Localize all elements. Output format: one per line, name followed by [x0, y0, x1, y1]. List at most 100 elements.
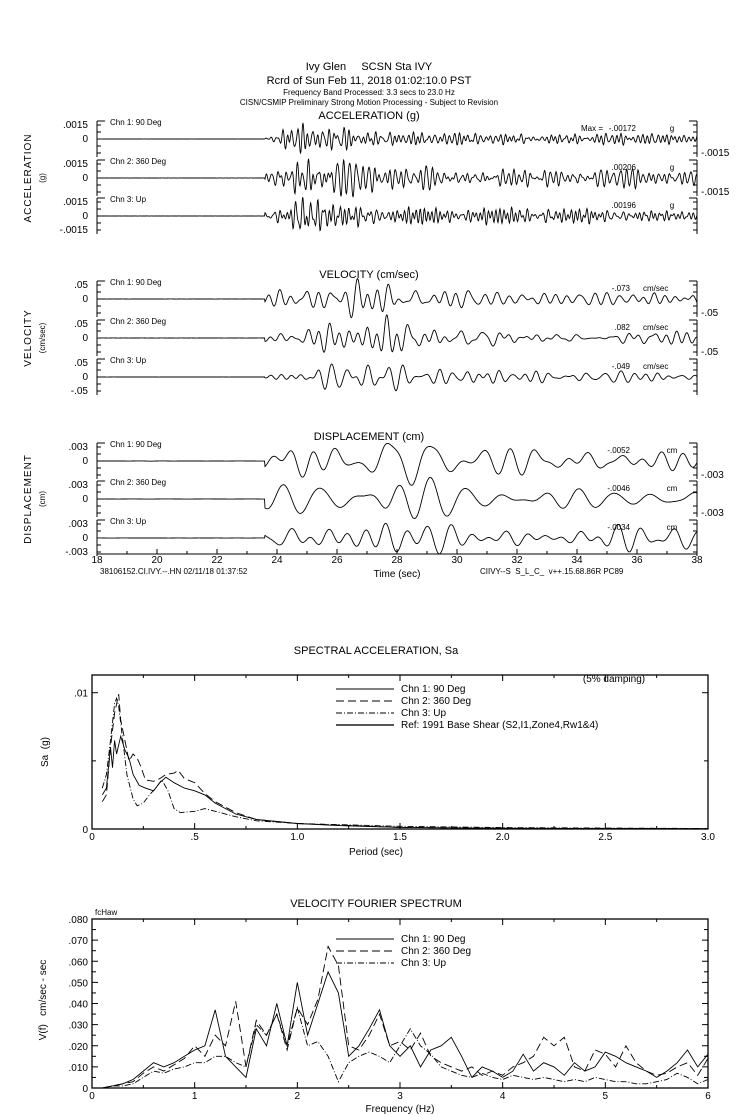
x-tick-label: 5 [603, 1091, 609, 1102]
waveform-line [97, 477, 698, 520]
panel-y-unit: (cm/sec) [38, 322, 47, 353]
time-tick-label: 18 [91, 555, 103, 566]
y-tick-label: .003 [69, 480, 89, 491]
sa-x-label: Period (sec) [349, 847, 403, 858]
panel-acceleration: ACCELERATION (g) ACCELERATION (g) .0015 0 -.0… [23, 110, 730, 236]
y-tick-label: 0 [82, 533, 88, 544]
time-tick-label: 24 [271, 555, 283, 566]
max-unit: cm/sec [643, 323, 668, 332]
sa-y-label: Sa (g) [40, 737, 51, 767]
spectral-acceleration-chart: SPECTRAL ACCELERATION, Sa (5% damping) P… [40, 645, 715, 858]
panel-y-label: DISPLACEMENT [23, 454, 34, 544]
y-tick-label: -.003 [701, 508, 724, 519]
x-tick-label: 0 [89, 832, 95, 843]
channel-trace: .05 0 -.05 Chn 3: Up -.049 cm/sec [71, 356, 698, 397]
time-tick-label: 28 [391, 555, 403, 566]
y-tick-label: -.0015 [701, 148, 730, 159]
max-value: -.073 [612, 284, 631, 293]
waveform-line [97, 363, 698, 392]
y-tick-label: .05 [74, 358, 88, 369]
y-tick-label: -.05 [701, 308, 719, 319]
max-unit: g [670, 163, 674, 172]
series-line-3 [101, 696, 709, 829]
legend-label: Chn 1: 90 Deg [401, 934, 466, 945]
fs-corner-label: fcHaw [95, 908, 117, 917]
y-tick-label: -.05 [701, 347, 719, 358]
series-line-2 [92, 945, 709, 1089]
channel-trace: .0015 0 -.0015 Chn 2: 360 Deg .00206 g [63, 157, 730, 198]
waveform-line [97, 277, 698, 319]
panel-displacement: DISPLACEMENT (cm) DISPLACEMENT (cm) .003 0 -.… [23, 431, 724, 558]
y-tick-label: .05 [74, 280, 88, 291]
waveform-line [97, 443, 698, 486]
y-tick-label: 0 [82, 173, 88, 184]
y-tick-label: 0 [82, 134, 88, 145]
y-tick-label: -.003 [65, 547, 88, 558]
y-tick-label: .0015 [63, 120, 88, 131]
y-tick-label: 0 [82, 456, 88, 467]
series-line-3 [92, 1005, 709, 1089]
waveform-line [96, 122, 698, 154]
y-tick-label: 0 [82, 372, 88, 383]
y-tick-label: 0 [82, 294, 88, 305]
x-tick-label: 1.5 [393, 832, 407, 843]
max-unit: g [670, 201, 674, 210]
legend-label: Ref: 1991 Base Shear (S2,I1,Zone4,Rw1&4) [401, 720, 598, 731]
time-tick-label: 26 [331, 555, 343, 566]
channel-label: Chn 3: Up [110, 195, 147, 204]
max-unit: cm/sec [643, 284, 668, 293]
plot-frame [91, 918, 709, 1089]
y-tick-label: -.0015 [701, 187, 730, 198]
legend-label: Chn 2: 360 Deg [401, 696, 471, 707]
time-axis: Time (sec) 38106152.CI.IVY.--.HN 02/11/1… [100, 567, 624, 580]
y-tick-label: .003 [69, 442, 89, 453]
y-tick-label: 0 [82, 1084, 88, 1095]
waveform-line [97, 314, 698, 353]
report-header: Ivy Glen SCSN Sta IVY Rcrd of Sun Feb 11… [240, 61, 498, 107]
x-tick-label: 2.5 [598, 832, 612, 843]
x-tick-label: 3.0 [701, 832, 715, 843]
x-tick-label: 3 [397, 1091, 403, 1102]
panel-y-label: VELOCITY [23, 309, 34, 366]
max-value: .00196 [612, 201, 637, 210]
channel-label: Chn 3: Up [110, 356, 147, 365]
max-value: -.0052 [607, 446, 630, 455]
waveform-line [97, 197, 698, 232]
y-tick-label: 0 [82, 494, 88, 505]
max-prefix: Max = [581, 124, 603, 133]
y-tick-label: .060 [69, 957, 89, 968]
max-value: -.0046 [607, 484, 630, 493]
max-unit: cm [667, 484, 678, 493]
y-tick-label: .003 [69, 519, 89, 530]
channel-label: Chn 1: 90 Deg [110, 440, 162, 449]
record-date: Rcrd of Sun Feb 11, 2018 01:02:10.0 PST [267, 75, 472, 87]
fourier-spectrum-chart: VELOCITY FOURIER SPECTRUM fcHaw Frequenc… [38, 898, 711, 1115]
y-tick-label: -.05 [71, 386, 89, 397]
channel-trace: .003 0 -.003 Chn 2: 360 Deg -.0046 cm [69, 477, 724, 520]
legend-label: Chn 1: 90 Deg [401, 684, 466, 695]
frequency-band: Frequency Band Processed: 3.3 secs to 23… [283, 88, 455, 97]
channel-label: Chn 2: 360 Deg [110, 478, 166, 487]
legend-label: Chn 3: Up [401, 958, 446, 969]
panel-title: ACCELERATION (g) [318, 110, 419, 122]
series-line-2 [101, 694, 709, 830]
processing-id: CIIVY--S S_L_C_ v++.15.68.86R PC89 [480, 567, 624, 576]
y-tick-label: .0015 [63, 159, 88, 170]
panel-title: VELOCITY (cm/sec) [319, 269, 418, 281]
x-tick-label: 0 [89, 1091, 95, 1102]
panel-y-unit: (g) [38, 173, 47, 183]
y-tick-label: .050 [69, 978, 89, 989]
panel-title: DISPLACEMENT (cm) [314, 431, 424, 443]
time-tick-label: 36 [631, 555, 643, 566]
y-tick-label: .070 [69, 936, 89, 947]
legend-label: Chn 2: 360 Deg [401, 946, 471, 957]
max-unit: cm [667, 446, 678, 455]
x-tick-label: .5 [190, 832, 199, 843]
channel-label: Chn 3: Up [110, 517, 147, 526]
plot-frame [91, 674, 709, 830]
panel-y-label: ACCELERATION [23, 133, 34, 222]
channel-trace: .05 0 -.05 Chn 1: 90 Deg -.073 cm/sec [74, 277, 719, 319]
time-tick-label: 34 [571, 555, 583, 566]
max-unit: cm/sec [643, 362, 668, 371]
